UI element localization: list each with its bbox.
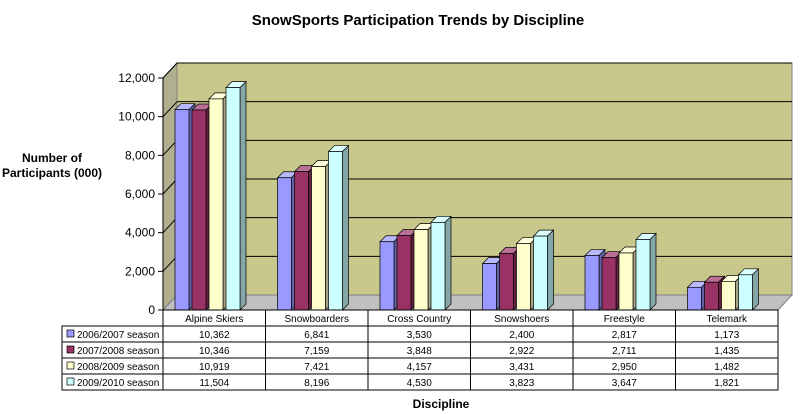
bar-front (413, 229, 429, 311)
data-label: 3,848 (407, 346, 432, 357)
data-label: 3,530 (407, 330, 432, 341)
legend-label: 2009/2010 season (77, 378, 159, 389)
bar (225, 80, 247, 311)
bar-front (704, 281, 719, 311)
legend-swatch (66, 377, 75, 386)
data-label: 7,159 (304, 346, 329, 357)
data-label: 4,157 (407, 362, 432, 373)
data-label: 2,922 (509, 346, 534, 357)
data-label: 10,919 (199, 362, 230, 373)
y-tick-label: 6,000 (125, 187, 155, 201)
bar-front (328, 151, 343, 311)
bar-side (752, 267, 759, 311)
bar-front (687, 286, 702, 311)
y-tick-label: 12,000 (118, 71, 155, 85)
y-tick-label: 10,000 (118, 110, 155, 124)
category-label: Snowshoers (494, 314, 549, 325)
bar (430, 215, 452, 311)
data-label: 1,482 (714, 362, 739, 373)
bar-front (499, 253, 514, 311)
bar-front (516, 243, 531, 311)
y-tick-label: 4,000 (125, 226, 155, 240)
y-tick-label: 2,000 (125, 264, 155, 278)
bar-front (584, 255, 600, 311)
data-label: 1,821 (714, 378, 739, 389)
data-label: 3,823 (509, 378, 534, 389)
bar-front (379, 241, 395, 311)
bar-front (618, 252, 634, 311)
data-table: Alpine Skiers Snowboarders Cross Country Sn… (61, 309, 779, 391)
data-label: 4,530 (407, 378, 432, 389)
data-label: 2,817 (612, 330, 637, 341)
y-axis-label-line1: Number of (22, 151, 83, 165)
bar-front (738, 274, 753, 311)
data-label: 1,173 (714, 330, 739, 341)
bar (635, 232, 657, 311)
bar-front (311, 166, 326, 311)
plot-area: 0 2,000 4,000 6,000 8,000 10,000 12,000 (118, 61, 794, 317)
legend-swatch (66, 345, 75, 354)
bar (327, 144, 350, 311)
data-label: 3,431 (509, 362, 534, 373)
data-label: 6,841 (304, 330, 329, 341)
bar-side (547, 229, 554, 311)
legend-label: 2006/2007 season (77, 330, 159, 341)
data-label: 7,421 (304, 362, 329, 373)
bar-front (721, 280, 736, 311)
bar-front (277, 177, 292, 311)
legend-swatch (66, 329, 75, 338)
bar (737, 267, 760, 311)
legend-label: 2007/2008 season (77, 346, 159, 357)
chart-title: SnowSports Participation Trends by Disci… (252, 12, 585, 29)
gridline-side (162, 101, 178, 118)
bar-side (239, 80, 247, 311)
data-label: 11,504 (199, 378, 229, 389)
category-label: Freestyle (604, 314, 646, 325)
data-label: 10,362 (199, 330, 230, 341)
legend-label: 2008/2009 season (77, 362, 159, 373)
bar-front (533, 235, 548, 311)
data-label: 10,346 (199, 346, 230, 357)
category-label: Alpine Skiers (185, 314, 243, 325)
x-axis-label: Discipline (413, 397, 470, 411)
category-label: Snowboarders (285, 314, 349, 325)
legend-swatch (66, 361, 75, 370)
bar-front (294, 171, 309, 311)
bar-side (444, 215, 452, 311)
y-tick-label: 8,000 (125, 148, 155, 162)
data-label: 1,435 (714, 346, 739, 357)
bar-side (649, 232, 657, 311)
y-axis-label-line2: Participants (000) (2, 166, 102, 180)
category-label: Cross Country (387, 314, 451, 325)
bar-front (482, 263, 497, 311)
data-label: 2,950 (612, 362, 637, 373)
y-tick-label: 0 (148, 303, 155, 317)
bar-front (174, 109, 190, 311)
gridline-side (162, 62, 178, 79)
bar-front (601, 257, 617, 311)
data-label: 8,196 (304, 378, 329, 389)
data-label: 2,400 (509, 330, 534, 341)
bar-front (396, 235, 412, 311)
bar-front (635, 239, 651, 311)
bar-front (208, 98, 224, 311)
bar-side (342, 144, 349, 311)
data-label: 3,647 (612, 378, 637, 389)
bar-front (430, 222, 446, 311)
data-label: 2,711 (612, 346, 637, 357)
category-label: Telemark (706, 314, 748, 325)
bar (532, 229, 555, 311)
bar-front (191, 109, 207, 311)
bar-front (225, 87, 241, 311)
